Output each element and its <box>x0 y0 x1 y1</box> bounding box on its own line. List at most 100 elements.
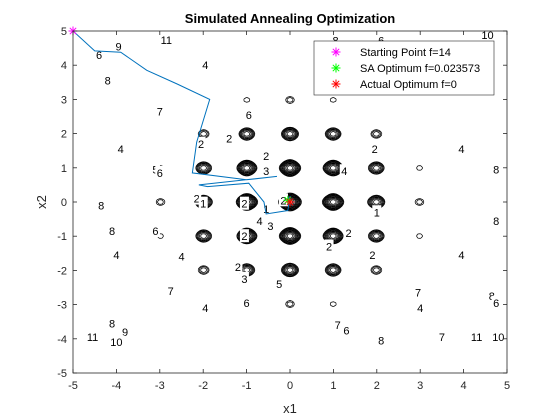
contour-label-bg <box>491 213 501 227</box>
contour-label-bg <box>456 248 466 262</box>
contour-label-bg <box>255 213 265 227</box>
y-tick-label: -5 <box>57 368 67 380</box>
contour-label-bg <box>265 218 275 232</box>
contour-label: 3 <box>241 274 247 286</box>
contour-label: 8 <box>493 165 499 177</box>
legend-marker <box>331 63 341 73</box>
contour-label-bg <box>150 224 160 238</box>
legend-label: Actual Optimum f=0 <box>360 79 457 91</box>
x-tick-label: 0 <box>287 380 293 392</box>
contour-label-bg <box>198 196 208 210</box>
contour-label: 11 <box>87 332 98 344</box>
contour-label: 4 <box>118 144 124 156</box>
contour-label: 4 <box>417 303 423 315</box>
legend: Starting Point f=14 SA Optimum f=0.023573… <box>313 40 495 96</box>
contour-label-bg <box>155 104 165 118</box>
contour-label-bg <box>111 248 121 262</box>
contour-label: 10 <box>110 337 122 349</box>
contour-label: 4 <box>458 144 464 156</box>
contour-label: 7 <box>157 106 163 118</box>
contour-label-bg <box>177 249 186 263</box>
contour-label-bg <box>239 271 249 285</box>
contour-label-bg <box>233 259 243 273</box>
contour-label-bg <box>239 229 249 243</box>
optimization-path <box>73 31 292 215</box>
contour-label: 2 <box>280 195 286 207</box>
y-tick-label: -4 <box>57 334 67 346</box>
contour-label: 7 <box>415 288 421 300</box>
contour-label: 2 <box>263 151 269 163</box>
contour-label: 11 <box>471 332 482 344</box>
contour-label: 5 <box>276 279 282 291</box>
contour-label: 2 <box>241 199 247 211</box>
contour-label: 1 <box>200 199 206 211</box>
contour-label-bg <box>456 141 466 155</box>
x-tick-label: 5 <box>504 380 510 392</box>
contour-label-bg <box>324 239 334 253</box>
contour-label: 3 <box>267 221 273 233</box>
contour-label: 4 <box>202 60 208 72</box>
y-axis-label: x2 <box>34 195 49 209</box>
contour-label-bg <box>376 333 386 347</box>
contour-label: 10 <box>481 30 493 42</box>
contour-label-bg <box>491 295 501 309</box>
contour-label-bg <box>491 162 501 176</box>
legend-marker <box>331 47 341 57</box>
legend-label: SA Optimum f=0.023573 <box>360 63 480 75</box>
x-tick-label: 3 <box>417 380 423 392</box>
marker-3 <box>285 197 295 207</box>
contour-label: 6 <box>493 298 499 310</box>
contour-label: 2 <box>226 134 232 146</box>
contour-label-bg <box>96 198 106 212</box>
contour-label-bg <box>261 148 271 162</box>
contour-label-bg <box>333 318 343 332</box>
x-tick-label: -3 <box>155 380 165 392</box>
contour-label-bg <box>261 164 271 178</box>
contour-label: 11 <box>161 35 172 47</box>
contour-label: 2 <box>198 139 204 151</box>
contour-label-bg <box>166 283 176 297</box>
contour-label-bg <box>196 136 206 150</box>
contour-label: 1 <box>374 207 380 219</box>
contour-label: 8 <box>98 200 104 212</box>
contour-label: 7 <box>335 320 341 332</box>
contour-label-bg <box>155 165 165 179</box>
contour-label-bg <box>120 324 130 338</box>
contour-label-bg <box>224 131 234 145</box>
path-line <box>73 31 292 215</box>
contour-label-bg <box>372 205 382 219</box>
contour-label-bg <box>413 285 423 299</box>
contour-label-bg <box>200 58 210 72</box>
contour-label-bg <box>331 33 341 47</box>
contour-label: 2 <box>241 231 247 243</box>
contour-label: 7 <box>168 286 174 298</box>
x-tick-label: -2 <box>198 380 208 392</box>
contour-label: 6 <box>246 110 252 122</box>
y-tick-label: 5 <box>61 26 67 38</box>
contour-label-bg <box>261 201 271 215</box>
x-tick-label: 2 <box>374 380 380 392</box>
x-axis-ticks: -5 -4 -3 -2 -1 0 1 2 3 4 5 <box>68 31 510 392</box>
contour-label: 8 <box>109 318 115 330</box>
x-tick-label: -1 <box>242 380 252 392</box>
contour-label-bg <box>116 141 126 155</box>
contour-label: 6 <box>96 50 102 62</box>
y-tick-label: 1 <box>61 163 67 175</box>
contour-label: 9 <box>116 41 122 53</box>
contour-label-bg <box>239 196 249 210</box>
chart-title: Simulated Annealing Optimization <box>185 11 395 26</box>
contour-label: 6 <box>244 298 250 310</box>
contour-label-bg <box>114 39 124 53</box>
contour-label-bg <box>84 330 101 344</box>
contour-label-bg <box>490 330 507 344</box>
contour-label: 8 <box>109 226 115 238</box>
contour-label: 2 <box>194 194 200 206</box>
contour-label-bg <box>376 33 386 47</box>
contour-label-bg <box>468 330 485 344</box>
contour-label: 9 <box>122 327 128 339</box>
x-tick-label: -5 <box>68 380 78 392</box>
contour-label: 4 <box>458 250 464 262</box>
x-tick-label: -4 <box>112 380 122 392</box>
